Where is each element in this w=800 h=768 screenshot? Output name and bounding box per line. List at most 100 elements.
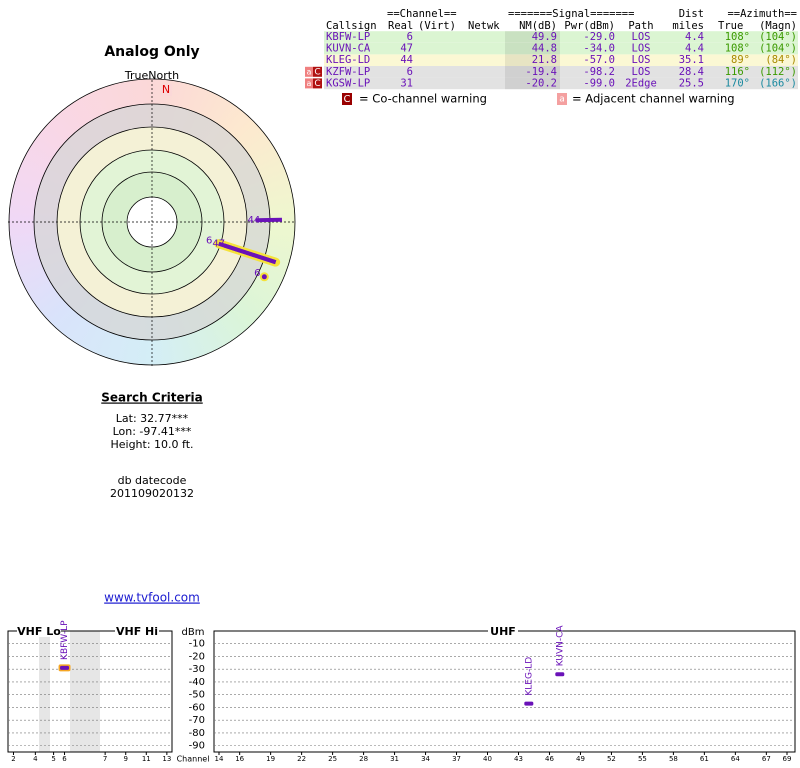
- vhf-frame: [7, 630, 173, 753]
- cell-true-az: 89°: [731, 54, 750, 66]
- x-tick-label: 55: [638, 755, 647, 763]
- x-tick-label: 61: [700, 755, 709, 763]
- group-header: ==Azimuth==: [727, 8, 797, 20]
- cell-path: LOS: [632, 54, 651, 66]
- x-tick-label: 2: [11, 755, 15, 763]
- nm-column-shade: [505, 66, 560, 78]
- column-header: (Virt): [418, 20, 456, 32]
- cell-callsign: KUVN-CA: [326, 43, 371, 55]
- column-header: Pwr(dBm): [564, 20, 615, 32]
- co-channel-flag-box: [313, 78, 322, 89]
- spectrum-station: [60, 665, 70, 670]
- cell-dist: 35.1: [679, 54, 704, 66]
- search-lat: Lat: 32.77***: [116, 412, 189, 425]
- x-tick-label: 52: [607, 755, 616, 763]
- cell-true-az: 170°: [725, 77, 750, 89]
- cell-magn: (104°): [759, 43, 797, 55]
- cell-real: 6: [407, 66, 413, 78]
- column-header: Real: [388, 20, 413, 32]
- site-link[interactable]: www.tvfool.com: [104, 591, 200, 605]
- spectrum-station: [555, 672, 565, 677]
- x-tick-label: 31: [390, 755, 399, 763]
- label-bg: [488, 625, 518, 637]
- search-lon: Lon: -97.41***: [113, 425, 192, 438]
- north-box: [160, 84, 172, 96]
- cell-callsign: KLEG-LD: [326, 54, 370, 66]
- cell-nm: 21.8: [532, 54, 557, 66]
- x-tick-label: 43: [514, 755, 523, 763]
- cell-path: LOS: [632, 66, 651, 78]
- table-row: [324, 31, 798, 43]
- adj-legend-box: [557, 93, 567, 105]
- cell-real: 6: [407, 31, 413, 43]
- x-tick-label: 34: [421, 755, 430, 763]
- x-tick-label: 28: [359, 755, 368, 763]
- co-legend-text: = Co-channel warning: [359, 92, 487, 106]
- x-tick-label: 9: [123, 755, 127, 763]
- cell-pwr: -57.0: [583, 54, 615, 66]
- adj-legend-flag: a: [559, 95, 565, 105]
- y-tick-label: -10: [189, 639, 205, 650]
- cell-real: 47: [400, 43, 413, 55]
- nm-column-shade: [505, 31, 560, 43]
- cell-real: 44: [400, 54, 413, 66]
- cell-dist: 4.4: [685, 31, 704, 43]
- y-tick-label: -20: [189, 651, 205, 662]
- co-legend-box: [342, 93, 352, 105]
- y-tick-label: -80: [189, 728, 205, 739]
- cell-magn: (84°): [765, 54, 797, 66]
- search-title: Search Criteria: [101, 391, 202, 405]
- north-marker: N: [162, 83, 170, 96]
- vhf-hi-label: VHF Hi: [116, 625, 158, 638]
- adj-legend-text: = Adjacent channel warning: [572, 92, 735, 106]
- band-gap: [70, 631, 100, 752]
- spectrum-station: [524, 701, 534, 706]
- datecode-label: db datecode: [118, 474, 187, 487]
- search-height: Height: 10.0 ft.: [110, 438, 193, 451]
- cell-pwr: -29.0: [583, 31, 615, 43]
- adjacent-flag: a: [307, 67, 312, 76]
- table-row: [324, 54, 798, 66]
- cell-nm: 44.8: [532, 43, 557, 55]
- north-label: TrueNorth: [124, 69, 179, 82]
- cell-nm: -19.4: [525, 66, 557, 78]
- datecode: 201109020132: [110, 487, 194, 500]
- table-row: [324, 42, 798, 55]
- uhf-label: UHF: [490, 625, 516, 638]
- cell-pwr: -99.0: [583, 77, 615, 89]
- column-header: NM(dB): [519, 20, 557, 32]
- cell-real: 31: [400, 77, 413, 89]
- y-axis-label: dBm: [182, 627, 205, 638]
- cell-callsign: KBFW-LP: [326, 31, 370, 43]
- label-bg: [17, 625, 61, 637]
- spectrum-callsign: KUVN-CA: [555, 625, 565, 667]
- y-tick-label: -60: [189, 702, 205, 713]
- radar-label: 47: [212, 239, 225, 250]
- column-header: miles: [672, 20, 704, 32]
- cell-dist: 25.5: [679, 77, 704, 89]
- cell-magn: (112°): [759, 66, 797, 78]
- x-tick-label: 4: [33, 755, 38, 763]
- group-header: =======Signal=======: [508, 8, 634, 20]
- x-tick-label: 49: [576, 755, 585, 763]
- nm-column-shade: [505, 77, 560, 90]
- radar-label: 44: [247, 215, 260, 226]
- cell-pwr: -98.2: [583, 66, 615, 78]
- cell-true-az: 108°: [725, 31, 750, 43]
- x-tick-label: 5: [51, 755, 55, 763]
- column-header: Netwk: [468, 20, 500, 32]
- x-tick-label: 11: [142, 755, 151, 763]
- spectrum-callsign: KLEG-LD: [524, 657, 534, 696]
- column-header: True: [718, 20, 743, 32]
- cell-path: LOS: [632, 31, 651, 43]
- x-tick-label: 7: [103, 755, 107, 763]
- x-tick-label: 58: [669, 755, 678, 763]
- cell-true-az: 108°: [725, 43, 750, 55]
- x-tick-label: 6: [62, 755, 67, 763]
- cell-nm: -20.2: [525, 77, 557, 89]
- cell-path: LOS: [632, 43, 651, 55]
- radar-label: 6: [254, 268, 260, 279]
- y-tick-label: -70: [189, 715, 205, 726]
- y-tick-label: -30: [189, 664, 205, 675]
